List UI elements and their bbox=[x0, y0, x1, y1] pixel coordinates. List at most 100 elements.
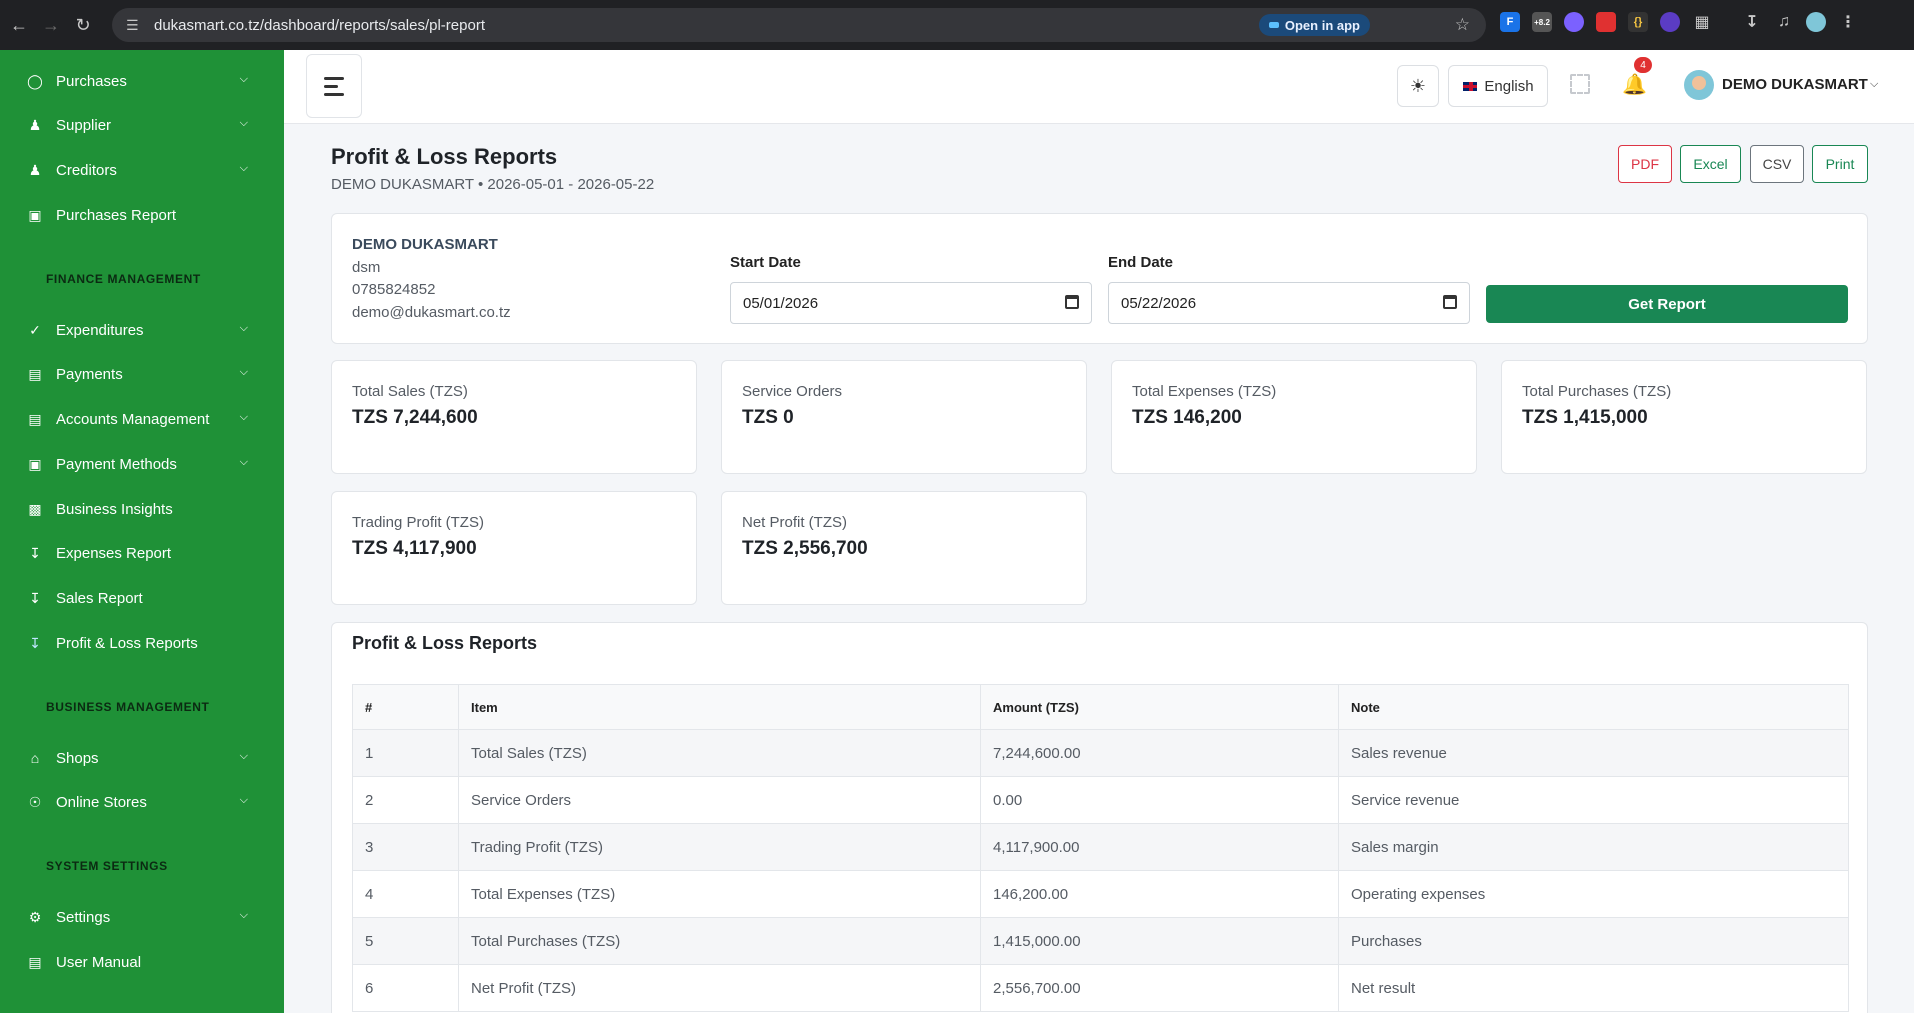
language-selector[interactable]: English bbox=[1448, 65, 1548, 107]
back-icon[interactable]: ← bbox=[10, 14, 28, 35]
hamburger-menu-button[interactable] bbox=[306, 54, 362, 118]
column-header[interactable]: Note bbox=[1338, 684, 1849, 730]
forward-icon[interactable]: → bbox=[42, 14, 60, 35]
chevron-down-icon[interactable]: ⌵ bbox=[1870, 78, 1879, 90]
open-in-app-button[interactable]: Open in app bbox=[1258, 14, 1370, 36]
export-pdf-button[interactable]: PDF bbox=[1618, 145, 1672, 183]
sidebar-item-accounts-management[interactable]: ▤ Accounts Management ⌵ bbox=[0, 399, 284, 439]
app-icon bbox=[1268, 22, 1279, 28]
sidebar-item-label: Expenses Report bbox=[56, 544, 172, 562]
table-cell: 0.00 bbox=[980, 776, 1339, 824]
sidebar-item-purchases[interactable]: ◯ Purchases ⌵ bbox=[0, 61, 284, 101]
chevron-down-icon: ⌵ bbox=[239, 162, 248, 174]
sidebar-item-online-stores[interactable]: ☉ Online Stores ⌵ bbox=[0, 782, 284, 822]
extension-badge-icon[interactable]: +8.2 bbox=[1532, 12, 1552, 32]
sidebar-item-label: Sales Report bbox=[56, 589, 143, 607]
language-label: English bbox=[1484, 77, 1534, 95]
sidebar-item-label: Business Insights bbox=[56, 500, 173, 518]
sidebar-item-shops[interactable]: ⌂ Shops ⌵ bbox=[0, 738, 284, 778]
chevron-down-icon: ⌵ bbox=[239, 117, 248, 129]
sidebar-item-sales-report[interactable]: ↧ Sales Report bbox=[0, 578, 284, 618]
table-cell: Service Orders bbox=[458, 776, 981, 824]
sidebar-item-label: Online Stores bbox=[56, 793, 147, 811]
profile-avatar-icon[interactable] bbox=[1806, 12, 1826, 32]
sidebar-item-settings[interactable]: ⚙ Settings ⌵ bbox=[0, 897, 284, 937]
end-date-input[interactable]: 05/22/2026 bbox=[1108, 282, 1470, 324]
export-excel-button[interactable]: Excel bbox=[1680, 145, 1741, 183]
sidebar-item-payment-methods[interactable]: ▣ Payment Methods ⌵ bbox=[0, 444, 284, 484]
bar-chart-icon: ▩ bbox=[28, 500, 42, 517]
sidebar-item-payments[interactable]: ▤ Payments ⌵ bbox=[0, 354, 284, 394]
url-text[interactable]: dukasmart.co.tz/dashboard/reports/sales/… bbox=[154, 16, 485, 34]
extension-icon[interactable]: F bbox=[1500, 12, 1520, 32]
kebab-menu-icon[interactable]: ⋮ bbox=[1840, 14, 1856, 31]
page-title: Profit & Loss Reports bbox=[331, 144, 558, 169]
column-header[interactable]: Item bbox=[458, 684, 981, 730]
bell-icon[interactable]: 🔔 bbox=[1622, 74, 1647, 96]
report-table-card: Profit & Loss Reports # Item Amount (TZS… bbox=[331, 622, 1868, 1013]
stat-label: Total Sales (TZS) bbox=[352, 383, 468, 400]
sidebar-item-purchases-report[interactable]: ▣ Purchases Report bbox=[0, 195, 284, 235]
download-icon[interactable]: ↧ bbox=[1745, 14, 1759, 31]
get-report-button[interactable]: Get Report bbox=[1486, 285, 1848, 323]
column-header[interactable]: # bbox=[352, 684, 459, 730]
section-business-management: BUSINESS MANAGEMENT bbox=[46, 700, 210, 714]
stat-label: Trading Profit (TZS) bbox=[352, 514, 484, 531]
table-cell: Total Expenses (TZS) bbox=[458, 870, 981, 918]
column-header[interactable]: Amount (TZS) bbox=[980, 684, 1339, 730]
reload-icon[interactable]: ↻ bbox=[75, 14, 91, 35]
extension-icon[interactable] bbox=[1596, 12, 1616, 32]
sidebar-item-label: Supplier bbox=[56, 116, 112, 134]
table-cell: 1 bbox=[352, 729, 459, 777]
calendar-icon[interactable] bbox=[1065, 295, 1079, 309]
business-name: DEMO DUKASMART bbox=[352, 236, 498, 253]
address-bar[interactable]: ☰ dukasmart.co.tz/dashboard/reports/sale… bbox=[112, 8, 1486, 42]
extension-icon[interactable] bbox=[1564, 12, 1584, 32]
check-circle-icon: ✓ bbox=[29, 321, 41, 338]
chevron-down-icon: ⌵ bbox=[239, 794, 248, 806]
bookmark-star-icon[interactable]: ☆ bbox=[1454, 15, 1470, 34]
page-subtitle: DEMO DUKASMART • 2026-05-01 - 2026-05-22 bbox=[331, 176, 655, 193]
theme-toggle-button[interactable]: ☀ bbox=[1397, 65, 1439, 107]
calendar-icon[interactable] bbox=[1443, 295, 1457, 309]
start-date-input[interactable]: 05/01/2026 bbox=[730, 282, 1092, 324]
table-cell: 146,200.00 bbox=[980, 870, 1339, 918]
stat-card-trading-profit: Trading Profit (TZS) TZS 4,117,900 bbox=[331, 491, 697, 605]
gear-icon: ⚙ bbox=[28, 908, 42, 925]
extension-json-icon[interactable]: {} bbox=[1628, 12, 1648, 32]
sidebar-item-profit-loss-reports[interactable]: ↧ Profit & Loss Reports bbox=[0, 623, 284, 663]
report-table: # Item Amount (TZS) Note 1 Total Sales (… bbox=[352, 684, 1849, 1012]
calendar-icon: ▣ bbox=[28, 206, 42, 223]
table-cell: 3 bbox=[352, 823, 459, 871]
user-name[interactable]: DEMO DUKASMART bbox=[1722, 76, 1868, 93]
site-settings-icon[interactable]: ☰ bbox=[126, 16, 139, 33]
stat-value: TZS 0 bbox=[742, 407, 794, 428]
fullscreen-icon[interactable] bbox=[1570, 74, 1590, 94]
puzzle-icon[interactable]: ▦ bbox=[1694, 14, 1710, 31]
chevron-down-icon: ⌵ bbox=[239, 411, 248, 423]
export-csv-button[interactable]: CSV bbox=[1750, 145, 1804, 183]
sidebar-item-creditors[interactable]: ♟ Creditors ⌵ bbox=[0, 150, 284, 190]
print-button[interactable]: Print bbox=[1812, 145, 1868, 183]
sidebar: ◯ Purchases ⌵ ♟ Supplier ⌵ ♟ Creditors ⌵ ▣ Purc… bbox=[0, 50, 284, 1013]
sidebar-item-expenditures[interactable]: ✓ Expenditures ⌵ bbox=[0, 310, 284, 350]
start-date-label: Start Date bbox=[730, 254, 801, 271]
table-cell: Net result bbox=[1338, 964, 1849, 1012]
avatar[interactable] bbox=[1684, 70, 1714, 100]
chevron-down-icon: ⌵ bbox=[239, 73, 248, 85]
end-date-value: 05/22/2026 bbox=[1121, 294, 1197, 312]
menu-bar bbox=[324, 76, 344, 80]
uk-flag-icon bbox=[1462, 80, 1479, 92]
media-icon[interactable]: ♫ bbox=[1778, 13, 1790, 30]
sidebar-item-user-manual[interactable]: ▤ User Manual bbox=[0, 942, 284, 982]
sidebar-item-expenses-report[interactable]: ↧ Expenses Report bbox=[0, 533, 284, 573]
table-row: 2 Service Orders 0.00 Service revenue bbox=[352, 776, 1849, 824]
table-cell: 6 bbox=[352, 964, 459, 1012]
sidebar-item-supplier[interactable]: ♟ Supplier ⌵ bbox=[0, 105, 284, 145]
sidebar-item-business-insights[interactable]: ▩ Business Insights bbox=[0, 489, 284, 529]
download-icon: ↧ bbox=[29, 634, 41, 651]
sidebar-item-label: Purchases bbox=[56, 72, 127, 90]
wallet-icon: ▣ bbox=[28, 455, 42, 472]
table-row: 1 Total Sales (TZS) 7,244,600.00 Sales r… bbox=[352, 729, 1849, 777]
extension-icon[interactable] bbox=[1660, 12, 1680, 32]
